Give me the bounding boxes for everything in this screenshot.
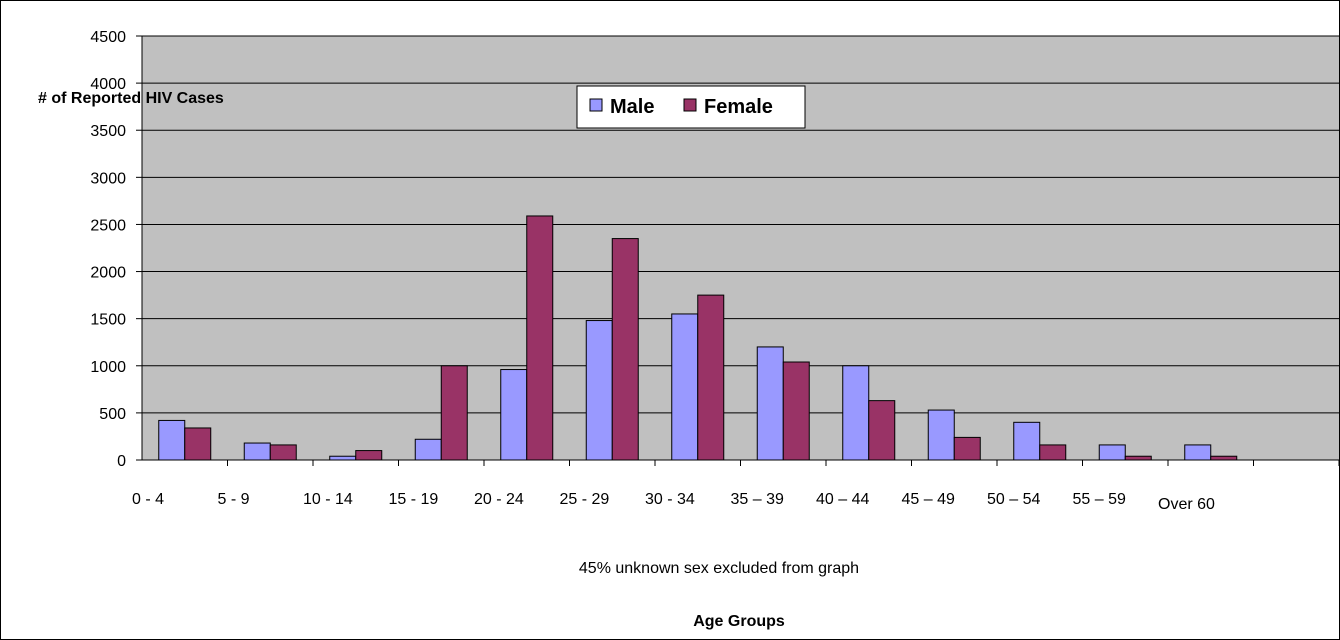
axes	[136, 35, 1339, 466]
x-tick-labels: 0 - 4 5 - 9 10 - 14 15 - 19 20 - 24 25 - 29 30…	[132, 491, 1215, 513]
bar-female	[782, 361, 810, 461]
y-tick-label: 3500	[90, 123, 126, 140]
bars	[158, 215, 1238, 461]
annotation-text: 45% unknown sex excluded from graph	[579, 560, 859, 577]
bar-male	[927, 409, 955, 461]
y-tick-label: 2500	[90, 217, 126, 234]
bar-male	[585, 320, 613, 461]
x-tick-label: Over 60	[1158, 496, 1215, 513]
bar-male	[158, 419, 186, 461]
x-tick-label: 10 - 14	[303, 491, 353, 508]
bar-female	[526, 215, 554, 461]
bar-female	[953, 436, 981, 461]
x-tick-label: 0 - 4	[132, 491, 164, 508]
x-axis-title: Age Groups	[693, 613, 785, 630]
x-tick-label: 25 - 29	[560, 491, 610, 508]
x-tick-label: 15 - 19	[389, 491, 439, 508]
y-axis-title: # of Reported HIV Cases	[38, 90, 224, 107]
bar-male	[243, 442, 271, 461]
y-tick-label: 500	[99, 406, 126, 423]
bar-male	[1098, 444, 1126, 461]
bar-male	[414, 438, 442, 461]
gridlines	[142, 35, 1339, 414]
bar-male	[1184, 444, 1212, 461]
y-tick-label: 1000	[90, 359, 126, 376]
bar-male	[329, 455, 357, 461]
bar-female	[440, 365, 468, 461]
x-tick-label: 55 – 59	[1073, 491, 1126, 508]
bar-female	[611, 238, 639, 461]
legend: Male Female	[576, 85, 806, 129]
bar-male	[1013, 421, 1041, 461]
legend-label-female: Female	[704, 96, 773, 118]
bar-female	[269, 444, 297, 461]
x-tick-label: 20 - 24	[474, 491, 524, 508]
y-tick-label: 2000	[90, 265, 126, 282]
legend-swatch-male	[589, 98, 603, 112]
bar-male	[842, 365, 870, 461]
bar-female	[697, 294, 725, 461]
bar-female	[184, 427, 212, 461]
bar-female	[868, 400, 896, 461]
bar-female	[355, 450, 383, 461]
x-tick-label: 40 – 44	[816, 491, 869, 508]
x-tick-label: 30 - 34	[645, 491, 695, 508]
legend-label-male: Male	[610, 96, 654, 118]
y-tick-label: 4000	[90, 76, 126, 93]
x-tick-label: 45 – 49	[902, 491, 955, 508]
x-tick-label: 5 - 9	[218, 491, 250, 508]
legend-swatch-female	[683, 98, 697, 112]
bar-female	[1124, 455, 1152, 461]
x-tick-label: 50 – 54	[987, 491, 1040, 508]
x-tick-label: 35 – 39	[731, 491, 784, 508]
y-tick-label: 1500	[90, 312, 126, 329]
y-tick-label: 0	[117, 453, 126, 470]
bar-female	[1210, 455, 1238, 461]
bar-male	[500, 369, 528, 461]
bar-male	[756, 346, 784, 461]
bar-female	[1039, 444, 1067, 461]
bar-male	[671, 313, 699, 461]
y-tick-label: 3000	[90, 170, 126, 187]
y-tick-label: 4500	[90, 29, 126, 46]
y-tick-labels: 0 500 1000 1500 2000 2500 3000 3500 4000 4500	[90, 29, 126, 470]
